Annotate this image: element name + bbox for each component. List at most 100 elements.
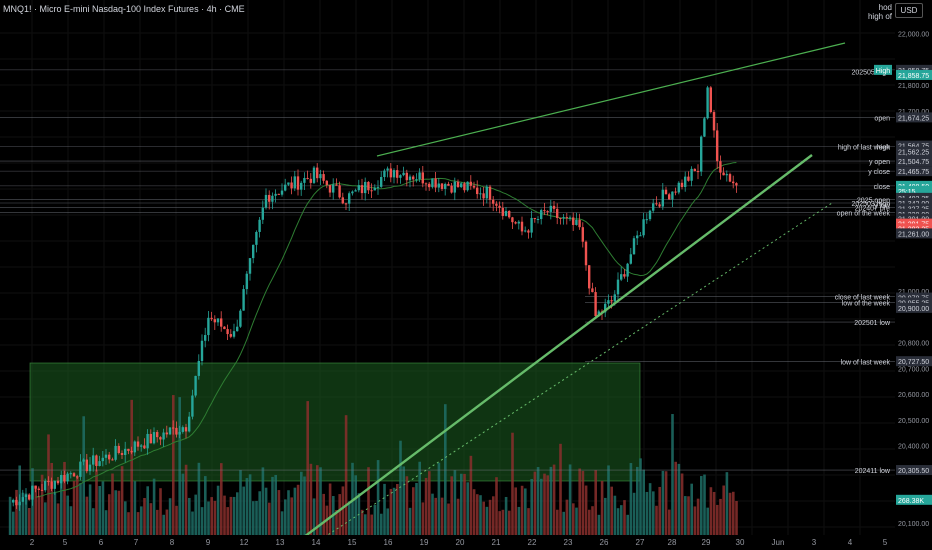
- candle-body: [156, 432, 159, 438]
- lower-trendline[interactable]: [299, 154, 813, 541]
- volume-bar: [204, 476, 207, 535]
- volume-bar: [716, 504, 719, 535]
- volume-bar: [306, 401, 309, 535]
- candle-body: [431, 178, 434, 188]
- volume-bar: [636, 466, 639, 535]
- volume-bar: [344, 415, 348, 535]
- level-label: 202505 high: [851, 69, 890, 76]
- candle-body: [559, 217, 562, 219]
- candle-body: [629, 254, 632, 264]
- volume-bar: [690, 483, 693, 535]
- candle-body: [274, 193, 277, 196]
- candle-body: [348, 193, 351, 204]
- candle-body: [303, 177, 306, 183]
- volume-bar: [111, 473, 114, 535]
- time-tick-label: Jun: [772, 538, 785, 547]
- volume-bar: [15, 489, 18, 535]
- candle-body: [700, 136, 703, 172]
- volume-bar: [12, 511, 15, 535]
- candle-body: [328, 184, 332, 193]
- volume-bar: [165, 509, 169, 535]
- volume-bar: [703, 474, 706, 535]
- volume-bar: [184, 464, 188, 535]
- volume-bar: [312, 498, 316, 535]
- time-tick-label: 21: [492, 538, 501, 547]
- price-tick-label: 20,800.00: [898, 341, 929, 348]
- candle-body: [543, 210, 546, 212]
- volume-bar: [319, 467, 322, 535]
- candle-body: [604, 303, 607, 313]
- candle-body: [213, 319, 216, 323]
- candle-body: [492, 199, 495, 204]
- volume-bar: [460, 473, 463, 535]
- volume-bar: [268, 502, 271, 535]
- level-label: low of the week: [842, 301, 891, 308]
- time-tick-label: 8: [170, 538, 175, 547]
- time-tick-label: 23: [564, 538, 573, 547]
- volume-bar: [66, 495, 69, 535]
- candle-body: [696, 171, 700, 173]
- candle-body: [15, 499, 18, 506]
- level-label: 2025 open: [857, 198, 890, 205]
- volume-bar: [85, 496, 89, 535]
- time-tick-label: 14: [312, 538, 321, 547]
- candle-body: [620, 274, 623, 280]
- candle-body: [386, 168, 389, 171]
- volume-bar: [245, 478, 249, 535]
- volume-bar: [226, 507, 229, 535]
- volume-bar: [255, 500, 258, 535]
- candle-body: [364, 181, 367, 194]
- price-tag-label: 20,900.00: [898, 306, 929, 313]
- volume-bar: [536, 467, 540, 535]
- candle-body: [479, 193, 482, 195]
- volume-bar: [258, 491, 261, 535]
- volume-bar: [655, 505, 658, 535]
- price-tag-label: 21,562.25: [898, 150, 929, 157]
- volume-bar: [565, 499, 569, 535]
- dotted-trendline[interactable]: [319, 202, 833, 541]
- candle-body: [482, 193, 485, 199]
- volume-bar: [248, 474, 252, 535]
- volume-bar: [482, 501, 485, 535]
- volume-bar: [396, 483, 399, 535]
- candle-body: [460, 183, 463, 188]
- price-tag-label: 21,674.25: [898, 115, 929, 122]
- volume-bar: [143, 498, 146, 535]
- currency-button[interactable]: USD: [895, 3, 923, 18]
- time-axis[interactable]: 2 5 6 7 8 9 12 13 14 15 16 19 20 21 22 23 26 27 28 29 30 Jun 3…: [0, 535, 932, 550]
- time-tick-label: 12: [240, 538, 249, 547]
- candle-body: [488, 186, 492, 200]
- level-label: high: [877, 144, 890, 151]
- volume-bar: [136, 512, 140, 535]
- candle-body: [402, 172, 405, 176]
- candle-body: [104, 454, 108, 458]
- volume-bar: [60, 475, 63, 535]
- candle-body: [687, 176, 690, 181]
- price-tag-label: 21,465.75: [898, 169, 929, 176]
- upper-trendline[interactable]: [376, 42, 846, 157]
- volume-bar: [44, 502, 47, 535]
- candle-body: [607, 300, 610, 304]
- volume-bar: [101, 481, 105, 535]
- candle-body: [664, 189, 668, 195]
- candle-body: [101, 457, 104, 462]
- candle-body: [242, 289, 245, 311]
- time-tick-label: 16: [384, 538, 393, 547]
- candle-body: [92, 455, 95, 465]
- volume-bar: [37, 496, 41, 535]
- volume-bar: [328, 483, 332, 535]
- volume-bar: [293, 487, 297, 535]
- candle-body: [591, 288, 594, 293]
- price-tag: [896, 192, 932, 203]
- candle-body: [524, 230, 527, 232]
- price-axis[interactable]: 22,000.0021,800.0021,700.0021,000.0020,8…: [895, 0, 932, 550]
- volume-bar: [252, 501, 255, 535]
- volume-bar: [476, 494, 479, 535]
- time-tick-label: 7: [134, 538, 139, 547]
- volume-bar: [194, 494, 197, 535]
- volume-bar: [261, 467, 265, 535]
- volume-bar: [684, 496, 687, 535]
- volume-bar: [63, 461, 66, 535]
- volume-bar: [508, 510, 511, 535]
